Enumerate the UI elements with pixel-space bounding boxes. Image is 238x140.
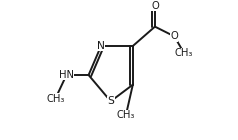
Text: O: O <box>151 1 159 11</box>
Text: CH₃: CH₃ <box>46 94 64 103</box>
Text: S: S <box>107 96 114 106</box>
Text: HN: HN <box>59 70 74 80</box>
Text: O: O <box>170 31 178 41</box>
Text: CH₃: CH₃ <box>117 110 135 120</box>
Text: CH₃: CH₃ <box>175 48 193 58</box>
Text: N: N <box>97 41 105 51</box>
